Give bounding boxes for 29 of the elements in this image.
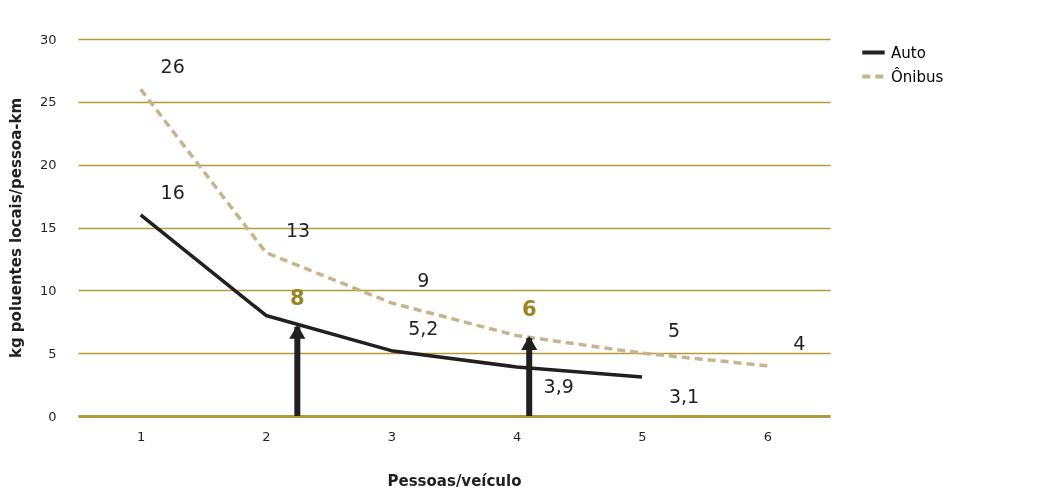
y-axis-title: kg poluentes locais/pessoa-km xyxy=(6,97,25,359)
y-tick-label: 5 xyxy=(48,345,57,361)
data-label: 3,9 xyxy=(543,374,574,397)
data-label: 4 xyxy=(793,331,806,354)
legend-label: Ônibus xyxy=(891,66,944,86)
y-tick-label: 30 xyxy=(39,31,57,47)
annotation: 8 xyxy=(290,285,305,310)
y-tick-label: 20 xyxy=(39,157,57,173)
data-label: 9 xyxy=(417,268,430,291)
data-label: 26 xyxy=(160,55,185,78)
data-label: 16 xyxy=(160,180,185,203)
x-tick-label: 1 xyxy=(137,428,146,444)
y-tick-label: 0 xyxy=(48,408,57,424)
x-axis-title: Pessoas/veículo xyxy=(387,471,522,490)
x-tick-label: 2 xyxy=(262,428,271,444)
x-tick-label: 6 xyxy=(763,428,772,444)
data-label: 3,1 xyxy=(668,385,700,408)
x-tick-label: 4 xyxy=(513,428,522,444)
x-tick-label: 5 xyxy=(638,428,647,444)
line-series xyxy=(138,87,770,368)
x-tick-label: 3 xyxy=(387,428,396,444)
y-tick-label: 10 xyxy=(39,282,57,298)
data-label: 5 xyxy=(667,319,681,342)
line-series xyxy=(138,213,644,379)
annotation: 6 xyxy=(521,297,537,322)
legend-label: Auto xyxy=(891,43,926,62)
y-tick-label: 25 xyxy=(39,94,57,110)
data-label: 5,2 xyxy=(408,316,439,339)
y-tick-label: 15 xyxy=(39,220,57,235)
